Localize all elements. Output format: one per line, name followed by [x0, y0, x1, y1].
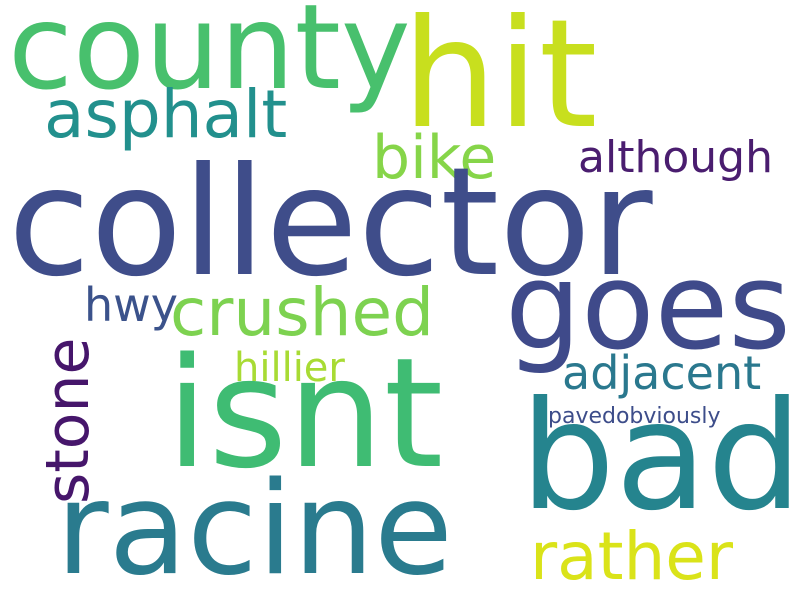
word-goes: goes: [505, 238, 791, 377]
word-collector: collector: [8, 136, 653, 310]
word-rather: rather: [530, 518, 734, 595]
word-pavedobviously: pavedobviously: [548, 404, 721, 429]
word-bike: bike: [372, 123, 497, 193]
word-isnt: isnt: [166, 325, 444, 502]
word-hillier: hillier: [234, 345, 345, 391]
word-hit: hit: [402, 0, 598, 162]
word-crushed: crushed: [170, 274, 434, 351]
word-adjacent: adjacent: [562, 346, 762, 400]
word-hwy: hwy: [84, 278, 178, 332]
word-stone: stone: [33, 337, 103, 504]
word-racine: racine: [56, 455, 453, 600]
word-asphalt: asphalt: [44, 76, 288, 153]
word-although: although: [578, 132, 773, 183]
word-bad: bad: [520, 370, 800, 544]
word-county: county: [8, 0, 411, 116]
